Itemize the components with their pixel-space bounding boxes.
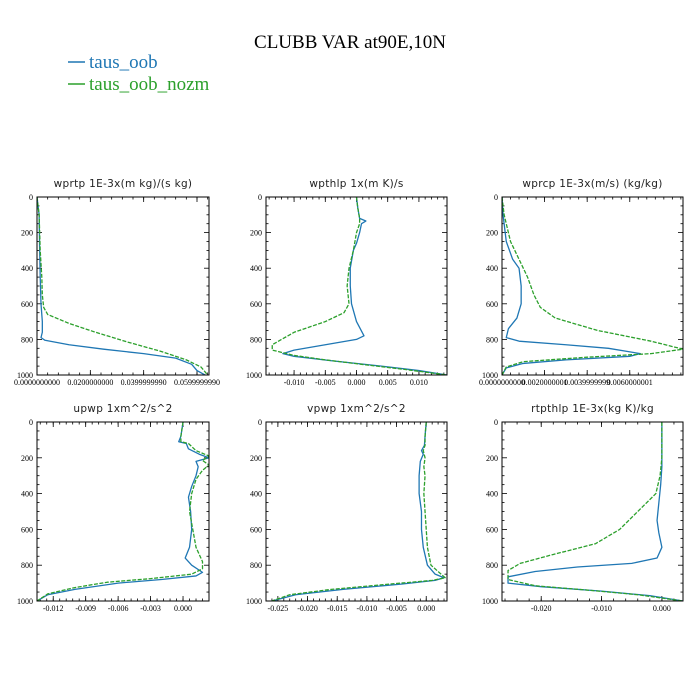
y-tick-label: 0 <box>258 193 262 202</box>
plot-frame <box>501 421 684 602</box>
x-tick-label: -0.006 <box>108 604 129 613</box>
panel-title: wpthlp 1x(m K)/s <box>309 178 403 190</box>
series-line-taus-oob-nozm <box>37 197 209 375</box>
x-tick-label: 0.000 <box>653 604 671 613</box>
y-tick-label: 400 <box>250 264 262 273</box>
legend-label-taus-oob: taus_oob <box>89 52 158 73</box>
series-line-taus-oob <box>271 422 445 601</box>
y-tick-label: 0 <box>29 418 33 427</box>
plot-frame <box>501 196 684 376</box>
x-tick-label: -0.020 <box>531 604 552 613</box>
panel-title: rtpthlp 1E-3x(kg K)/kg <box>531 403 654 415</box>
x-tick-label: 0.010 <box>410 378 428 387</box>
y-tick-label: 1000 <box>482 371 498 380</box>
series-line-taus-oob-nozm <box>502 197 683 375</box>
y-tick-label: 600 <box>250 525 262 534</box>
series-line-taus-oob-nozm <box>37 422 209 601</box>
panel-3: wprcp 1E-3x(m/s) (kg/kg)0.00000000000.00… <box>479 178 684 387</box>
y-tick-label: 600 <box>486 525 498 534</box>
x-tick-label: 0.0039999999 <box>564 378 610 387</box>
series-line-taus-oob-nozm <box>271 422 446 601</box>
y-tick-label: 600 <box>21 525 33 534</box>
y-tick-label: 1000 <box>482 597 498 606</box>
figure-title: CLUBB VAR at90E,10N <box>254 32 446 53</box>
series-line-taus-oob-nozm <box>507 422 683 601</box>
legend: taus_oob taus_oob_nozm <box>68 52 210 95</box>
y-tick-label: 800 <box>486 335 498 344</box>
x-tick-label: 0.000 <box>348 378 366 387</box>
y-tick-label: 1000 <box>246 597 262 606</box>
x-tick-label: -0.005 <box>386 604 407 613</box>
y-tick-label: 200 <box>21 454 33 463</box>
x-tick-label: 0.0200000000 <box>67 378 113 387</box>
series-line-taus-oob <box>37 197 206 375</box>
y-tick-label: 800 <box>250 335 262 344</box>
x-tick-label: 0.005 <box>379 378 397 387</box>
y-tick-label: 1000 <box>17 371 33 380</box>
y-tick-label: 200 <box>486 229 498 238</box>
panel-grid: wprtp 1E-3x(m kg)/(s kg) 0.0000000000 0.02… <box>14 178 684 613</box>
panel-1: wprtp 1E-3x(m kg)/(s kg) 0.0000000000 0.02… <box>14 178 220 387</box>
y-tick-label: 600 <box>486 300 498 309</box>
x-tick-label: 0.0599999990 <box>174 378 220 387</box>
y-tick-label: 0 <box>494 418 498 427</box>
plot-frame <box>36 421 210 602</box>
y-tick-label: 400 <box>486 264 498 273</box>
y-tick-label: 0 <box>258 418 262 427</box>
y-tick-label: 400 <box>250 490 262 499</box>
x-tick-label: 0.0399999990 <box>121 378 167 387</box>
x-tick-label: 0.0000000000 <box>14 378 60 387</box>
x-tick-label: -0.020 <box>297 604 318 613</box>
series-line-taus-oob <box>37 422 209 601</box>
panel-5: vpwp 1xm^2/s^2 -0.025 -0.020 -0.015 -0.010 -0… <box>246 403 448 613</box>
x-tick-label: 0.0020000001 <box>522 378 568 387</box>
y-tick-label: 400 <box>21 490 33 499</box>
y-tick-label: 400 <box>486 490 498 499</box>
x-tick-label: -0.012 <box>43 604 64 613</box>
x-tick-label: 0.0060000001 <box>607 378 653 387</box>
plot-frame <box>265 421 448 602</box>
y-tick-label: 800 <box>21 335 33 344</box>
x-tick-label: -0.010 <box>284 378 305 387</box>
panel-title: wprtp 1E-3x(m kg)/(s kg) <box>54 178 193 190</box>
series-line-taus-oob <box>282 197 447 375</box>
series-line-taus-oob <box>507 422 683 601</box>
panel-2: wpthlp 1x(m K)/s -0.010 -0.005 0.000 0.005 0.… <box>246 178 448 387</box>
y-tick-label: 600 <box>21 300 33 309</box>
x-tick-label: -0.025 <box>268 604 289 613</box>
x-tick-label: -0.005 <box>315 378 336 387</box>
y-tick-label: 600 <box>250 300 262 309</box>
x-tick-label: -0.010 <box>357 604 378 613</box>
y-tick-label: 800 <box>486 561 498 570</box>
panel-title: upwp 1xm^2/s^2 <box>73 403 172 415</box>
y-tick-label: 0 <box>29 193 33 202</box>
panel-title: wprcp 1E-3x(m/s) (kg/kg) <box>522 178 662 190</box>
series-line-taus-oob-nozm <box>271 197 447 375</box>
plot-frame <box>265 196 448 376</box>
y-tick-label: 1000 <box>246 371 262 380</box>
y-tick-label: 800 <box>250 561 262 570</box>
y-tick-label: 200 <box>250 229 262 238</box>
series-line-taus-oob <box>502 197 642 375</box>
y-tick-label: 200 <box>486 454 498 463</box>
y-tick-label: 1000 <box>17 597 33 606</box>
x-tick-label: -0.003 <box>140 604 161 613</box>
x-tick-label: 0.000 <box>174 604 192 613</box>
y-tick-label: 200 <box>250 454 262 463</box>
plot-frame <box>36 196 210 376</box>
y-tick-label: 0 <box>494 193 498 202</box>
y-tick-label: 800 <box>21 561 33 570</box>
panel-4: upwp 1xm^2/s^2 -0.012 -0.009 -0.006 -0.003 0.… <box>17 403 210 613</box>
panel-6: rtpthlp 1E-3x(kg K)/kg -0.020 -0.010 0.000 0… <box>482 403 684 613</box>
y-tick-label: 200 <box>21 229 33 238</box>
legend-label-taus-oob-nozm: taus_oob_nozm <box>89 74 210 95</box>
y-tick-label: 400 <box>21 264 33 273</box>
panel-title: vpwp 1xm^2/s^2 <box>307 403 406 415</box>
x-tick-label: -0.009 <box>75 604 96 613</box>
x-tick-label: 0.0000000000 <box>479 378 525 387</box>
x-tick-label: -0.010 <box>591 604 612 613</box>
x-tick-label: -0.015 <box>327 604 348 613</box>
x-tick-label: 0.000 <box>417 604 435 613</box>
